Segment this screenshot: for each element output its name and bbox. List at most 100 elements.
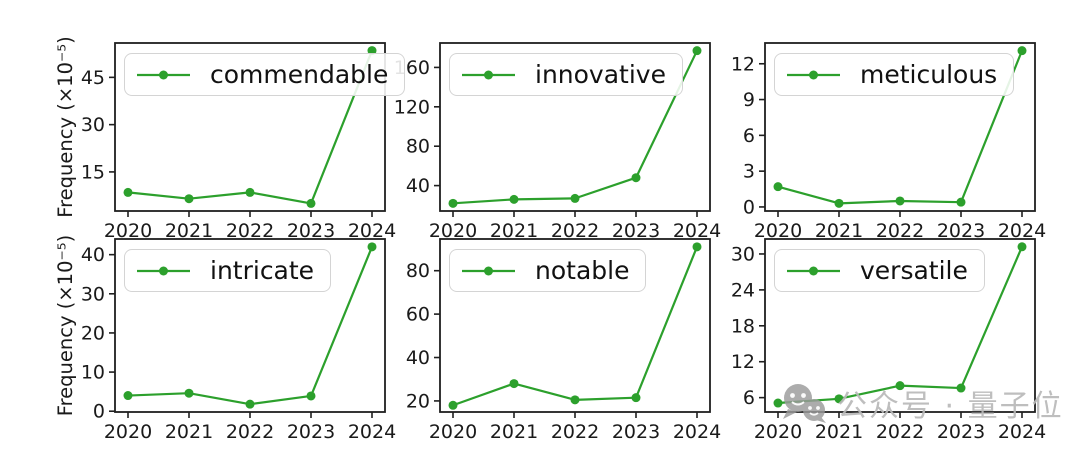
data-point-marker (509, 379, 519, 389)
data-point-marker (773, 398, 783, 408)
subplot-intricate: 0 10 20 30 40 2020 2021 2022 2023 2024 Frequency (… (54, 235, 396, 443)
y-tick-label: 3 (743, 161, 755, 183)
x-tick-label: 2020 (104, 220, 152, 242)
x-tick-label: 2020 (429, 220, 477, 242)
x-tick-label: 2024 (998, 421, 1046, 443)
data-point-marker (570, 193, 580, 203)
y-tick-label: 40 (81, 244, 105, 266)
axes-frame (439, 42, 711, 212)
x-tick-label: 2021 (165, 421, 213, 443)
x-tick-label: 2021 (165, 220, 213, 242)
watermark: 公众号 · 量子位 (779, 381, 1064, 425)
y-tick-label: 160 (394, 57, 430, 79)
data-point-marker (692, 46, 702, 56)
x-tick-label: 2024 (998, 220, 1046, 242)
x-tick-label: 2022 (876, 220, 924, 242)
y-tick-label: 9 (743, 89, 755, 111)
y-tick-label: 20 (81, 322, 105, 344)
y-tick-label: 30 (731, 243, 755, 265)
x-tick-label: 2020 (104, 421, 152, 443)
data-point-marker (773, 182, 783, 192)
y-tick-label: 60 (406, 304, 430, 326)
y-tick-label: 6 (743, 387, 755, 409)
data-point-marker (1017, 46, 1027, 56)
data-point-marker (1017, 242, 1027, 252)
x-tick-label: 2022 (551, 220, 599, 242)
y-tick-label: 30 (81, 114, 105, 136)
y-tick-label: 45 (81, 67, 105, 89)
x-tick-label: 2020 (754, 421, 802, 443)
y-tick-label: 80 (406, 136, 430, 158)
y-tick-label: 40 (406, 175, 430, 197)
watermark-text: 公众号 · 量子位 (837, 389, 1064, 424)
y-tick-label: 0 (93, 401, 105, 423)
x-tick-label: 2024 (673, 421, 721, 443)
axes-frame (114, 42, 386, 212)
x-tick-label: 2021 (815, 421, 863, 443)
y-tick-label: 10 (81, 362, 105, 384)
data-point-marker (834, 394, 844, 404)
subplot-meticulous: 0 3 6 9 12 2020 2021 2022 2023 2024 (731, 42, 1046, 242)
data-point-marker (895, 381, 905, 391)
x-tick-label: 2023 (612, 220, 660, 242)
x-tick-label: 2020 (754, 220, 802, 242)
data-point-marker (367, 46, 377, 56)
data-point-marker (245, 187, 255, 197)
y-tick-label: 12 (731, 351, 755, 373)
data-point-marker (367, 242, 377, 252)
x-tick-label: 2022 (876, 421, 924, 443)
data-point-marker (306, 391, 316, 401)
y-tick-label: 0 (743, 196, 755, 218)
y-tick-label: 15 (81, 161, 105, 183)
data-point-marker (692, 242, 702, 252)
x-tick-label: 2024 (348, 220, 396, 242)
x-tick-label: 2022 (551, 421, 599, 443)
x-tick-label: 2022 (226, 421, 274, 443)
x-tick-label: 2023 (287, 421, 335, 443)
data-point-marker (631, 173, 641, 183)
data-point-marker (448, 400, 458, 410)
y-tick-label: 20 (406, 390, 430, 412)
y-axis-label: Frequency (×10⁻⁵) (54, 235, 77, 416)
x-tick-label: 2020 (429, 421, 477, 443)
data-point-marker (245, 399, 255, 409)
data-point-marker (509, 194, 519, 204)
data-point-marker (123, 391, 133, 401)
subplot-notable: 20 40 60 80 2020 2021 2022 2023 2024 (406, 238, 721, 443)
data-point-marker (570, 395, 580, 405)
x-tick-label: 2023 (937, 220, 985, 242)
axes-frame (114, 238, 386, 413)
y-tick-label: 24 (731, 279, 755, 301)
subplot-commendable: 15 30 45 2020 2021 2022 2023 2024 Frequency (×10… (54, 36, 396, 242)
x-tick-label: 2023 (612, 421, 660, 443)
axes-frame (439, 238, 711, 413)
y-tick-label: 12 (731, 53, 755, 75)
x-tick-label: 2023 (937, 421, 985, 443)
data-point-marker (184, 388, 194, 398)
x-tick-label: 2022 (226, 220, 274, 242)
data-point-marker (834, 198, 844, 208)
data-point-marker (895, 196, 905, 206)
data-point-marker (631, 393, 641, 403)
data-point-marker (184, 194, 194, 204)
x-tick-label: 2021 (490, 421, 538, 443)
x-tick-label: 2021 (490, 220, 538, 242)
x-tick-label: 2023 (287, 220, 335, 242)
wechat-icon (783, 384, 826, 423)
y-tick-label: 6 (743, 125, 755, 147)
x-tick-label: 2021 (815, 220, 863, 242)
y-axis-label: Frequency (×10⁻⁵) (54, 36, 77, 217)
data-point-marker (956, 383, 966, 393)
x-tick-label: 2024 (673, 220, 721, 242)
y-tick-label: 18 (731, 315, 755, 337)
data-point-marker (956, 197, 966, 207)
x-tick-label: 2024 (348, 421, 396, 443)
y-tick-label: 30 (81, 283, 105, 305)
y-tick-label: 40 (406, 347, 430, 369)
axes-frame (764, 42, 1036, 212)
y-tick-label: 80 (406, 260, 430, 282)
data-point-marker (123, 187, 133, 197)
y-tick-label: 120 (394, 96, 430, 118)
data-point-marker (306, 198, 316, 208)
